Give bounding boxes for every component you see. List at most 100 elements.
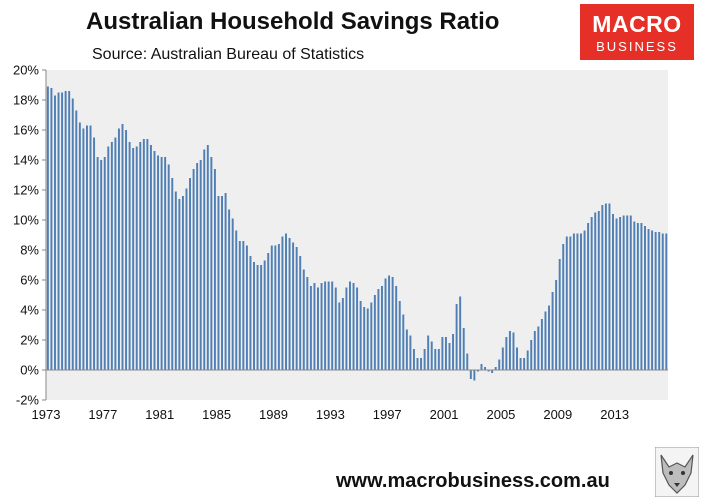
bar	[640, 223, 643, 370]
bar	[85, 125, 88, 370]
bar	[629, 215, 632, 370]
bar	[167, 164, 170, 370]
y-tick-label: 18%	[13, 93, 39, 108]
bar	[203, 149, 206, 370]
bar	[370, 302, 373, 370]
bar	[50, 88, 53, 370]
bar	[469, 370, 472, 379]
bar	[519, 358, 522, 370]
bar	[349, 281, 351, 370]
bar	[384, 278, 387, 370]
bar	[601, 205, 604, 370]
bar	[306, 277, 309, 370]
bar	[516, 347, 518, 370]
bar	[235, 230, 238, 370]
bar	[558, 259, 561, 370]
x-tick-label: 1993	[316, 407, 345, 422]
bar	[391, 277, 394, 370]
bar	[277, 244, 280, 370]
bar	[117, 128, 120, 370]
bar	[427, 335, 430, 370]
bar	[96, 157, 99, 370]
x-tick-label: 1989	[259, 407, 288, 422]
x-tick-label: 2001	[430, 407, 459, 422]
bar	[160, 157, 163, 370]
bar	[78, 122, 81, 370]
bar	[590, 217, 593, 370]
bar	[466, 353, 469, 370]
bar	[608, 203, 611, 370]
bar	[654, 232, 657, 370]
y-tick-label: 20%	[13, 63, 39, 78]
website-url[interactable]: www.macrobusiness.com.au	[336, 470, 610, 492]
bar	[309, 286, 312, 370]
bar	[285, 233, 287, 370]
bar	[320, 283, 323, 370]
bar	[356, 287, 359, 370]
bar	[597, 211, 600, 370]
bar	[196, 163, 199, 370]
bar	[555, 280, 558, 370]
x-tick-label: 2013	[600, 407, 629, 422]
logo-line-macro: MACRO	[592, 11, 682, 37]
chart-subtitle: Source: Australian Bureau of Statistics	[92, 46, 365, 63]
bar	[221, 196, 223, 370]
bar	[594, 212, 597, 370]
bar	[64, 91, 67, 370]
bar	[171, 178, 174, 370]
y-tick-label: 6%	[20, 273, 39, 288]
bar	[324, 281, 327, 370]
bar	[402, 314, 405, 370]
bar	[508, 331, 511, 370]
bar	[245, 245, 248, 370]
bar	[75, 110, 78, 370]
bar	[423, 349, 426, 370]
y-tick-label: 0%	[20, 363, 39, 378]
bar	[125, 130, 128, 370]
x-tick-label: 1973	[32, 407, 61, 422]
bar	[317, 287, 319, 370]
bar	[420, 358, 423, 370]
bar	[658, 232, 661, 370]
bar	[132, 148, 135, 370]
bar	[149, 145, 152, 370]
bar	[341, 298, 344, 370]
bar	[302, 269, 305, 370]
logo-line-business: BUSINESS	[596, 39, 678, 54]
x-tick-label: 1981	[145, 407, 174, 422]
bar	[455, 304, 458, 370]
y-tick-label: 14%	[13, 153, 39, 168]
bar	[530, 340, 533, 370]
bar	[89, 125, 92, 370]
x-tick-label: 1977	[88, 407, 117, 422]
bar	[373, 295, 376, 370]
bar	[526, 350, 529, 370]
bar	[270, 245, 273, 370]
bar	[82, 128, 85, 370]
bar	[110, 142, 113, 370]
bar	[380, 286, 383, 370]
bar	[260, 265, 263, 370]
bar	[352, 283, 355, 370]
bar	[139, 142, 142, 370]
y-tick-label: -2%	[16, 393, 40, 408]
bar	[612, 214, 614, 370]
x-tick-label: 1997	[373, 407, 402, 422]
wolf-icon	[655, 447, 699, 497]
bar	[238, 241, 241, 370]
macro-business-logo[interactable]: MACRO BUSINESS	[580, 4, 694, 60]
axes-group: -2% 0% 2% 4% 6% 8% 10% 12% 14% 16% 18% 20% 1973 1977 1…	[13, 63, 668, 422]
bar	[480, 364, 483, 370]
savings-ratio-chart: -2% 0% 2% 4% 6% 8% 10% 12% 14% 16% 18% 20% 1973 1977 1…	[13, 63, 668, 422]
bar	[491, 370, 494, 373]
bar	[359, 301, 362, 370]
bar	[57, 92, 60, 370]
bar	[327, 281, 330, 370]
bar	[377, 289, 380, 370]
bar	[572, 233, 575, 370]
bar	[647, 229, 650, 370]
bar	[338, 302, 341, 370]
bar	[224, 193, 227, 370]
bar	[313, 283, 316, 370]
bar	[444, 337, 447, 370]
